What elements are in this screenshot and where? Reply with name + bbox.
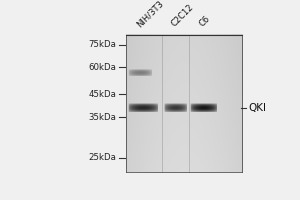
Text: 75kDa: 75kDa xyxy=(89,40,116,49)
Text: NIH/3T3: NIH/3T3 xyxy=(135,0,165,29)
Text: C6: C6 xyxy=(197,14,212,29)
Text: QKI: QKI xyxy=(248,103,266,113)
Text: 45kDa: 45kDa xyxy=(89,90,116,99)
Text: 25kDa: 25kDa xyxy=(89,153,116,162)
Text: 60kDa: 60kDa xyxy=(89,63,116,72)
Text: C2C12: C2C12 xyxy=(169,3,195,29)
Text: 35kDa: 35kDa xyxy=(89,113,116,122)
